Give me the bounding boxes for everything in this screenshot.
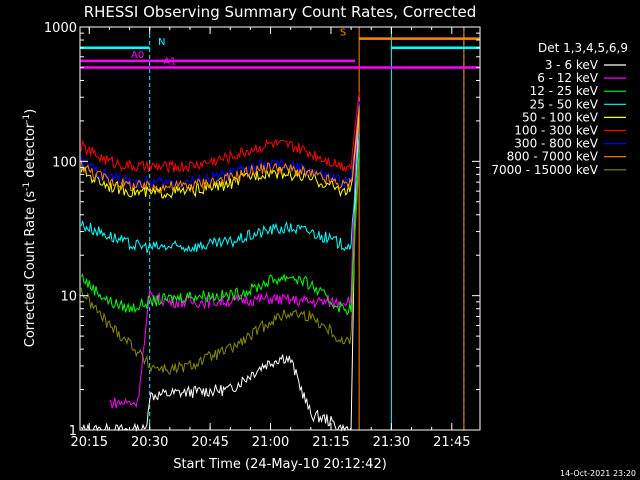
state-label-2: A0 <box>131 50 144 61</box>
legend-label-4: 50 - 100 keV <box>522 110 599 124</box>
legend-label-8: 7000 - 15000 keV <box>491 163 598 177</box>
state-label-0: N <box>158 37 165 48</box>
x-tick-label-0: 20:15 <box>71 435 108 450</box>
legend-label-1: 6 - 12 keV <box>537 71 599 85</box>
series-line-4 <box>80 107 360 199</box>
legend-label-5: 100 - 300 keV <box>514 124 598 138</box>
chart-title: RHESSI Observing Summary Count Rates, Co… <box>84 3 477 21</box>
legend-title: Det 1,3,4,5,6,9 <box>538 41 628 55</box>
footer-timestamp: 14-Oct-2021 23:20 <box>560 469 636 478</box>
x-tick-label-1: 20:30 <box>131 435 168 450</box>
x-tick-label-2: 20:45 <box>191 435 228 450</box>
x-tick-label-3: 21:00 <box>252 435 289 450</box>
legend-label-6: 300 - 800 keV <box>514 137 598 151</box>
x-tick-label-5: 21:30 <box>373 435 410 450</box>
x-tick-label-6: 21:45 <box>433 435 470 450</box>
plot-frame <box>79 26 481 431</box>
legend-label-2: 12 - 25 keV <box>530 84 599 98</box>
series-line-5 <box>80 91 360 174</box>
x-tick-label-4: 21:15 <box>312 435 349 450</box>
series-line-7 <box>80 105 360 193</box>
state-label-3: A1 <box>163 56 176 67</box>
y-tick-label-3: 1000 <box>44 21 77 36</box>
x-axis-label: Start Time (24-May-10 20:12:42) <box>173 457 387 472</box>
series-line-8 <box>80 161 360 376</box>
legend-label-3: 25 - 50 keV <box>530 97 599 111</box>
state-label-4: S <box>340 28 346 39</box>
axes: 20:15 20:30 20:45 21:00 21:15 21:30 21:45 1 10 10… <box>44 21 481 450</box>
series-line-1 <box>109 93 360 409</box>
series-line-3 <box>80 133 360 253</box>
series-line-2 <box>80 150 360 316</box>
legend-label-0: 3 - 6 keV <box>545 58 599 72</box>
y-tick-label-0: 1 <box>69 424 77 439</box>
y-tick-label-2: 100 <box>52 155 77 170</box>
y-axis-label: Corrected Count Rate (s-1 detector-1) <box>22 109 38 347</box>
y-tick-label-1: 10 <box>60 290 77 305</box>
legend-label-7: 800 - 7000 keV <box>507 150 599 164</box>
